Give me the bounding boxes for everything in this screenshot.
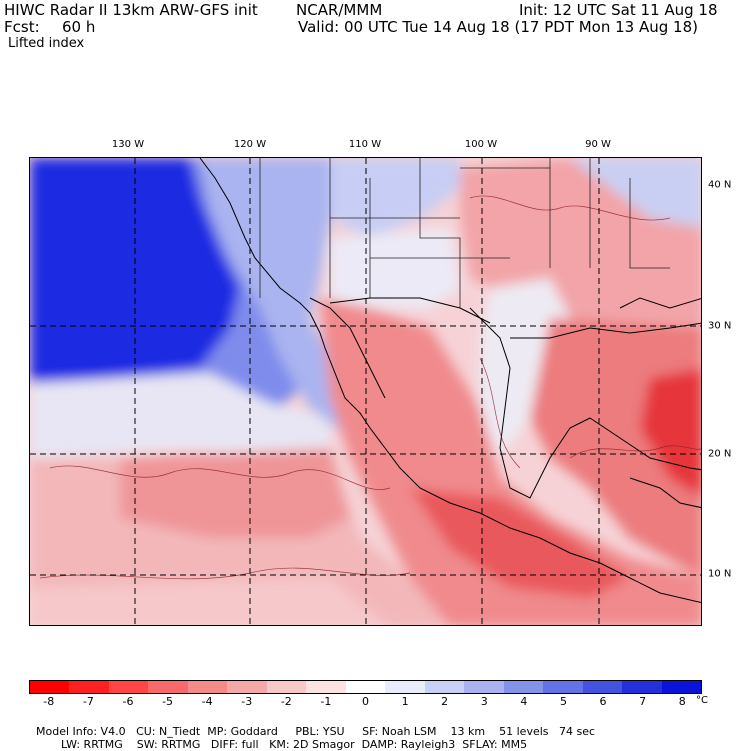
footer-levels: 51 levels [499, 725, 549, 738]
region-caribbean-strong [640, 368, 701, 497]
lon-label-110w: 110 W [348, 139, 382, 150]
colorbar-swatch [30, 681, 70, 693]
forecast-hour: 60 h [62, 18, 96, 36]
colorbar-tick-label: -4 [201, 695, 213, 708]
contour-texas [479, 357, 521, 469]
footer-res: 13 km [450, 725, 486, 738]
yucatan-coast [589, 417, 701, 471]
colorbar-tick-label: 5 [559, 695, 567, 708]
colorbar-swatch [385, 681, 425, 693]
colorbar-swatch [345, 681, 386, 693]
footer-model-info: Model Info: V4.0 [36, 725, 126, 738]
footer-line-1: Model Info: V4.0 CU: N_Tiedt MP: Goddard… [29, 712, 595, 738]
lifted-index-map [29, 157, 702, 626]
map-canvas [30, 158, 701, 625]
organization-label: NCAR/MMM [296, 1, 383, 19]
us-mexico-border [329, 297, 491, 324]
valid-time: Valid: 00 UTC Tue 14 Aug 18 (17 PDT Mon … [298, 18, 698, 36]
latlon-grid [30, 158, 701, 625]
colorbar-tick-label: -8 [43, 695, 55, 708]
colorbar-tick-label: -3 [241, 695, 253, 708]
colorbar-swatch [464, 681, 504, 693]
colorbar-swatch [582, 681, 623, 693]
region-west-coast-positive [200, 158, 360, 438]
lat-label-40n: 40 N [708, 179, 732, 191]
pacific-coastline [199, 158, 701, 604]
colorbar-swatch [69, 681, 109, 693]
lon-label-120w: 120 W [233, 139, 267, 150]
colorbar-swatch [108, 681, 149, 693]
colorbar-swatch [306, 681, 346, 693]
footer-line-2: LW: RRTMG SW: RRTMG DIFF: full KM: 2D Sm… [54, 725, 527, 751]
colorbar-tick-label: -6 [122, 695, 134, 708]
colorbar-swatch [622, 681, 662, 693]
caribbean-islands [629, 477, 701, 509]
region-mexico-negative [320, 298, 701, 625]
forecast-label: Fcst: [4, 18, 40, 36]
colorbar-tick-label: -2 [280, 695, 292, 708]
contour-plains [469, 195, 671, 221]
colorbar-tick-label: -7 [82, 695, 94, 708]
contour-gulf [569, 445, 701, 459]
region-central-america-strong [410, 488, 630, 598]
region-southwest [330, 228, 460, 308]
colorbar-tick-label: -1 [320, 695, 332, 708]
colorbar-tick-label: 1 [401, 695, 409, 708]
field-name: Lifted index [8, 36, 85, 51]
colorbar-swatch [543, 681, 583, 693]
region-northeast-positive [570, 158, 701, 228]
florida-coast [619, 297, 701, 309]
colorbar-tick-label: 8 [678, 695, 686, 708]
colorbar-swatch [503, 681, 544, 693]
model-title: HIWC Radar II 13km ARW-GFS init [4, 1, 258, 19]
region-neutral-band [30, 373, 330, 458]
lat-label-30n: 30 N [708, 320, 732, 332]
colorbar-tick-label: 3 [480, 695, 488, 708]
colorbar-swatch [424, 681, 465, 693]
region-south-pacific [30, 578, 388, 625]
footer-sf: SF: Noah LSM [362, 725, 437, 738]
colorbar-tick-label: 4 [520, 695, 528, 708]
lat-label-10n: 10 N [708, 568, 732, 580]
gulf-coastline-north [510, 322, 701, 339]
footer-pbl: PBL: YSU [295, 725, 345, 738]
colorbar-tick-label: 7 [639, 695, 647, 708]
lat-label-20n: 20 N [708, 448, 732, 460]
colorbar-swatch [148, 681, 188, 693]
colorbar-swatch [227, 681, 267, 693]
colorbar-tick-label: 6 [599, 695, 607, 708]
colorbar-unit: °C [696, 695, 708, 706]
footer-mp: MP: Goddard [207, 725, 278, 738]
lon-label-130w: 130 W [111, 139, 145, 150]
colorbar-swatch [661, 681, 701, 693]
init-time: Init: 12 UTC Sat 11 Aug 18 [519, 1, 718, 19]
baja-peninsula [309, 297, 386, 399]
boundaries [199, 158, 701, 604]
colorbar-tick-label: -5 [162, 695, 174, 708]
footer-timestep: 74 sec [559, 725, 596, 738]
footer-cu: CU: N_Tiedt [136, 725, 201, 738]
lon-label-90w: 90 W [585, 139, 611, 150]
gulf-coastline-west [469, 307, 591, 499]
colorbar-tick-label: 2 [441, 695, 449, 708]
contour-itcz-north [49, 465, 391, 490]
colorbar-swatch [266, 681, 307, 693]
region-itcz-negative [120, 448, 350, 538]
colorbar [29, 680, 702, 694]
lon-label-100w: 100 W [464, 139, 498, 150]
colorbar-swatch [187, 681, 228, 693]
colorbar-tick-label: 0 [362, 695, 369, 708]
state-borders [259, 158, 670, 308]
region-texas-neutral [480, 278, 570, 458]
